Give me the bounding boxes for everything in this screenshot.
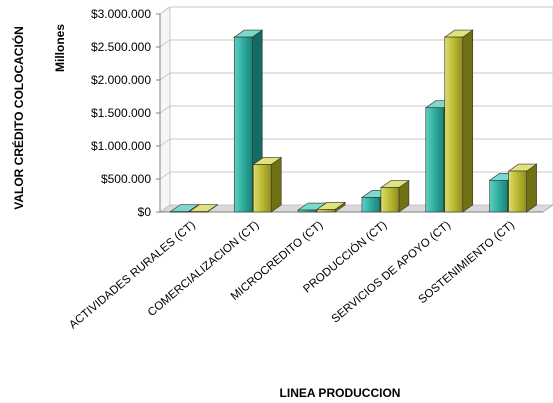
bars — [169, 29, 538, 213]
gridline-side — [159, 105, 171, 114]
y-axis-ticks: $0 $500.000 $1.000.000 $1.500.000 $2.000.000… — [91, 7, 151, 219]
y-tick-label: $1.000.000 — [91, 139, 151, 153]
bar — [252, 156, 283, 213]
gridline-side — [159, 204, 171, 213]
x-axis-category-labels: ACTIVIDADES RURALES (CT)COMERCIALIZACION… — [67, 218, 517, 331]
bar — [316, 201, 347, 213]
x-axis-title: LINEA PRODUCCION — [280, 386, 401, 400]
bar — [507, 163, 538, 213]
y-tick-label: $2.000.000 — [91, 73, 151, 87]
gridline-side — [159, 72, 171, 81]
y-axis-title: VALOR CRÉDITO COLOCACIÓN — [11, 26, 26, 210]
bar — [169, 204, 200, 213]
gridline-side — [159, 6, 171, 15]
x-tick-label: COMERCIALIZACION (CT) — [146, 219, 262, 319]
y-tick-label: $500.000 — [101, 172, 151, 186]
gridline-side — [159, 39, 171, 48]
gridline-side — [159, 171, 171, 180]
bar — [443, 29, 474, 213]
y-tick-label: $0 — [138, 205, 152, 219]
gridlines — [156, 6, 553, 213]
x-tick-label: ACTIVIDADES RURALES (CT) — [67, 219, 198, 331]
x-tick-label: SERVICIOS DE APOYO (CT) — [330, 219, 454, 326]
y-axis-units-label: Millones — [53, 24, 67, 72]
y-tick-label: $1.500.000 — [91, 106, 151, 120]
y-tick-label: $2.500.000 — [91, 40, 151, 54]
bar — [188, 204, 219, 213]
gridline-side — [159, 138, 171, 147]
y-tick-label: $3.000.000 — [91, 7, 151, 21]
bar — [379, 180, 410, 213]
